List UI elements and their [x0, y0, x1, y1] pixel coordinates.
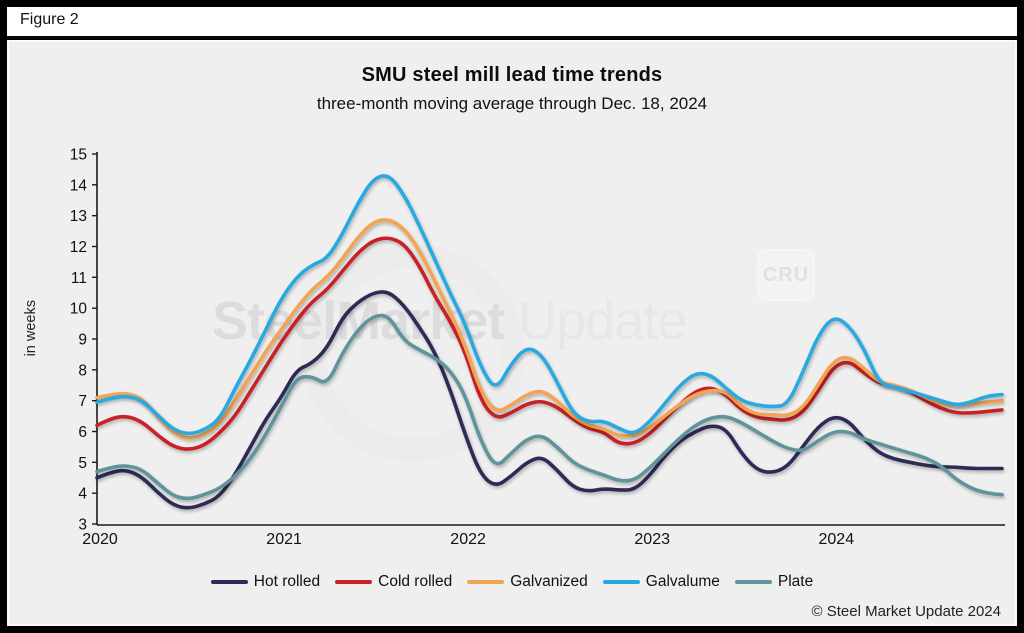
svg-text:2021: 2021: [266, 531, 302, 548]
legend-item-plate: Plate: [734, 573, 814, 591]
legend-item-cold-rolled: Cold rolled: [335, 573, 452, 591]
chart-title: SMU steel mill lead time trends: [361, 64, 663, 86]
legend-swatch-galvalume: [602, 579, 640, 585]
svg-text:15: 15: [70, 147, 87, 164]
series-galvalume-line: [95, 174, 1004, 436]
cru-logo-watermark: CRU: [757, 249, 815, 301]
svg-text:7: 7: [78, 393, 87, 410]
series-hot-rolled-line: [95, 290, 1004, 510]
legend-label: Cold rolled: [378, 573, 453, 590]
legend-swatch-hot-rolled: [210, 579, 248, 585]
svg-text:2023: 2023: [634, 531, 670, 548]
svg-text:11: 11: [71, 270, 87, 287]
legend-label: Galvanized: [510, 573, 588, 590]
svg-text:2022: 2022: [450, 531, 486, 548]
line-chart: 3 4 5 6 7 8 9 10 11 12 13 14 15 2020 2021 2022 2023 2024: [70, 147, 1005, 548]
brand-watermark-light: Update: [518, 291, 687, 351]
svg-text:4: 4: [78, 486, 87, 503]
copyright: © Steel Market Update 2024: [811, 603, 1002, 620]
svg-text:13: 13: [70, 208, 87, 225]
legend-item-galvanized: Galvanized: [467, 573, 588, 591]
legend-swatch-galvanized: [467, 579, 505, 585]
figure-header: Figure 2: [7, 7, 1017, 39]
svg-text:9: 9: [78, 332, 87, 349]
legend-label: Hot rolled: [253, 573, 321, 590]
plot-area: 3 4 5 6 7 8 9 10 11 12 13 14 15 2020 2021 2022 2023 2024: [9, 42, 1015, 624]
series-plate-line: [95, 313, 1004, 501]
svg-text:6: 6: [78, 424, 87, 441]
series-galvanized-line: [95, 218, 1004, 440]
svg-text:3: 3: [78, 517, 87, 534]
svg-text:12: 12: [70, 239, 87, 256]
legend: Hot rolled Cold rolled Galvanized Galvalume…: [9, 573, 1015, 591]
legend-label: Galvalume: [645, 573, 720, 590]
svg-text:10: 10: [70, 301, 88, 318]
chart-subtitle: three-month moving average through Dec. …: [316, 94, 708, 113]
svg-text:2024: 2024: [819, 531, 855, 548]
series-cold-rolled-line: [95, 236, 1004, 451]
chart-panel: SteelMarket Update CRU SMU steel mill le…: [7, 40, 1017, 626]
legend-swatch-plate: [734, 579, 772, 585]
svg-text:2020: 2020: [82, 531, 118, 548]
legend-item-galvalume: Galvalume: [602, 573, 720, 591]
svg-text:8: 8: [78, 362, 87, 379]
legend-swatch-cold-rolled: [335, 579, 373, 585]
legend-item-hot-rolled: Hot rolled: [210, 573, 321, 591]
figure-label: Figure 2: [20, 11, 79, 28]
svg-text:14: 14: [70, 177, 88, 194]
legend-label: Plate: [777, 573, 814, 590]
svg-text:5: 5: [78, 455, 87, 472]
